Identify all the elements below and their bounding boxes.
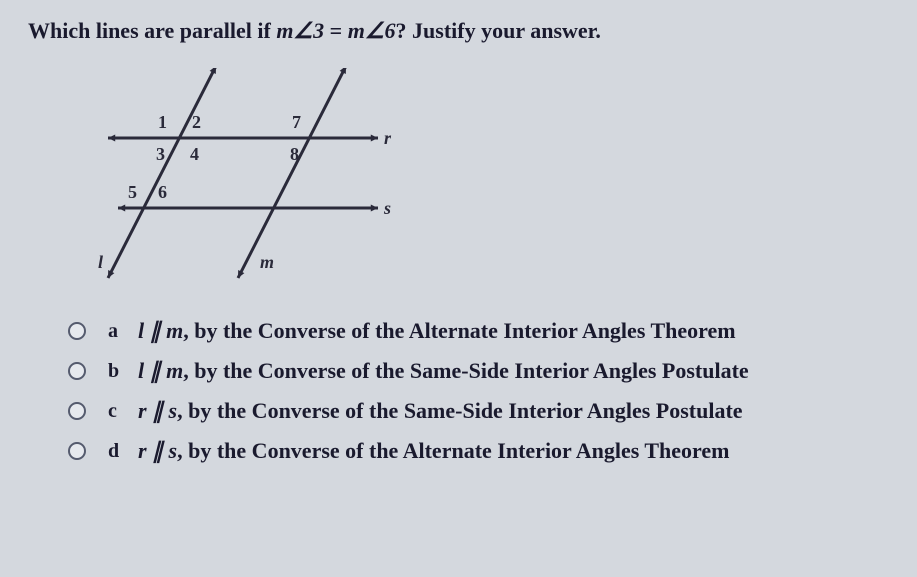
choice-a[interactable]: a l ∥ m, by the Converse of the Alternat… bbox=[68, 318, 889, 344]
choice-c-text: r ∥ s, by the Converse of the Same-Side … bbox=[138, 398, 743, 424]
svg-text:l: l bbox=[98, 252, 103, 272]
choice-a-math: l ∥ m bbox=[138, 318, 183, 343]
choice-a-text: l ∥ m, by the Converse of the Alternate … bbox=[138, 318, 736, 344]
svg-text:3: 3 bbox=[156, 144, 165, 164]
svg-text:5: 5 bbox=[128, 182, 137, 202]
choice-b-key: b bbox=[108, 360, 138, 383]
question-text: Which lines are parallel if m∠3 = m∠6? J… bbox=[28, 18, 889, 44]
choice-c-rest: , by the Converse of the Same-Side Inter… bbox=[177, 398, 742, 423]
radio-c[interactable] bbox=[68, 402, 86, 420]
geometry-diagram: 1 2 3 4 5 6 7 8 r s l m bbox=[88, 68, 408, 288]
choice-b-math: l ∥ m bbox=[138, 358, 183, 383]
answer-choices: a l ∥ m, by the Converse of the Alternat… bbox=[68, 318, 889, 464]
choice-a-rest: , by the Converse of the Alternate Inter… bbox=[183, 318, 735, 343]
svg-text:s: s bbox=[383, 198, 391, 218]
radio-b[interactable] bbox=[68, 362, 86, 380]
choice-c[interactable]: c r ∥ s, by the Converse of the Same-Sid… bbox=[68, 398, 889, 424]
choice-d-key: d bbox=[108, 440, 138, 463]
choice-b-text: l ∥ m, by the Converse of the Same-Side … bbox=[138, 358, 749, 384]
choice-d[interactable]: d r ∥ s, by the Converse of the Alternat… bbox=[68, 438, 889, 464]
choice-c-math: r ∥ s bbox=[138, 398, 177, 423]
choice-d-text: r ∥ s, by the Converse of the Alternate … bbox=[138, 438, 730, 464]
svg-text:7: 7 bbox=[292, 112, 301, 132]
q-eq: = bbox=[324, 18, 348, 43]
choice-b-rest: , by the Converse of the Same-Side Inter… bbox=[183, 358, 748, 383]
q-expr-right: m∠6 bbox=[348, 18, 396, 43]
svg-text:2: 2 bbox=[192, 112, 201, 132]
q-suffix: ? Justify your answer. bbox=[396, 18, 601, 43]
choice-d-rest: , by the Converse of the Alternate Inter… bbox=[177, 438, 729, 463]
diagram: 1 2 3 4 5 6 7 8 r s l m bbox=[88, 68, 408, 288]
radio-d[interactable] bbox=[68, 442, 86, 460]
svg-text:r: r bbox=[384, 128, 392, 148]
radio-a[interactable] bbox=[68, 322, 86, 340]
svg-text:6: 6 bbox=[158, 182, 167, 202]
q-expr-left: m∠3 bbox=[276, 18, 324, 43]
svg-text:4: 4 bbox=[190, 144, 199, 164]
svg-text:1: 1 bbox=[158, 112, 167, 132]
q-prefix: Which lines are parallel if bbox=[28, 18, 276, 43]
choice-d-math: r ∥ s bbox=[138, 438, 177, 463]
svg-text:8: 8 bbox=[290, 144, 299, 164]
choice-a-key: a bbox=[108, 320, 138, 343]
choice-b[interactable]: b l ∥ m, by the Converse of the Same-Sid… bbox=[68, 358, 889, 384]
choice-c-key: c bbox=[108, 400, 138, 423]
svg-text:m: m bbox=[260, 252, 274, 272]
